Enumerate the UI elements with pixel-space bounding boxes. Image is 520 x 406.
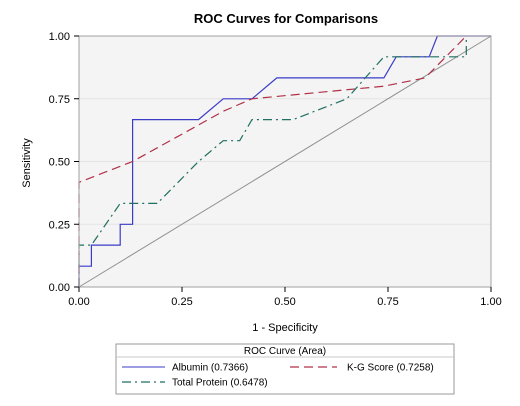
x-tick-label: 0.25 xyxy=(171,296,192,308)
series-line-kg-score xyxy=(78,35,467,287)
x-tick-label: 0.50 xyxy=(274,296,295,308)
y-tick-label: 0.25 xyxy=(49,219,70,231)
legend-label-kg-score: K-G Score (0.7258) xyxy=(347,363,434,374)
series-line-total-protein xyxy=(78,36,467,287)
series-layer xyxy=(78,35,491,287)
y-tick-label: 0.50 xyxy=(49,157,70,169)
legend-title: ROC Curve (Area) xyxy=(244,346,326,357)
legend-box xyxy=(115,343,455,395)
x-axis-label: 1 - Specificity xyxy=(252,322,318,334)
legend: ROC Curve (Area) Albumin (0.7366) K-G Sc… xyxy=(115,343,455,395)
chart-title: ROC Curves for Comparisons xyxy=(194,11,378,26)
y-axis-label: Sensitivity xyxy=(21,138,33,188)
axes: 0.00 0.25 0.50 0.75 1.00 0.00 0.25 0.50 0.75 1.00 xyxy=(49,31,502,308)
y-tick-label: 0.00 xyxy=(49,282,70,294)
series-line-albumin xyxy=(78,35,491,287)
legend-label-total-protein: Total Protein (0.6478) xyxy=(172,378,268,389)
y-tick-label: 1.00 xyxy=(49,31,70,43)
x-tick-label: 1.00 xyxy=(480,296,501,308)
legend-label-albumin: Albumin (0.7366) xyxy=(172,363,248,374)
x-tick-label: 0.75 xyxy=(377,296,398,308)
reference-diagonal-line xyxy=(78,35,492,288)
x-tick-label: 0.00 xyxy=(68,296,89,308)
y-tick-label: 0.75 xyxy=(49,94,70,106)
